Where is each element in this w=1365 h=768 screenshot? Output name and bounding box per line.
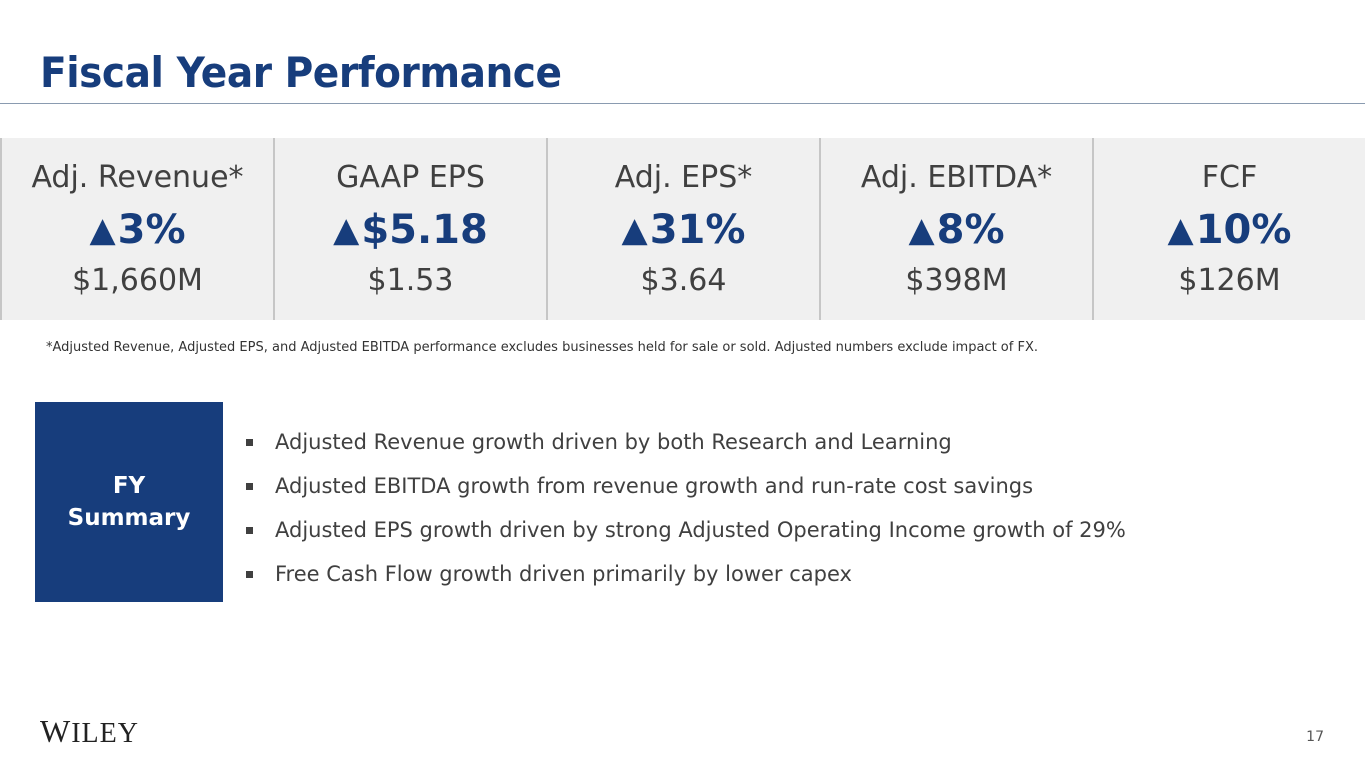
up-arrow-icon: ▲ [908, 210, 935, 250]
square-bullet-icon [246, 482, 253, 490]
metric-adj-eps: Adj. EPS* ▲ 31% $3.64 [548, 138, 821, 320]
up-arrow-icon: ▲ [89, 210, 116, 250]
up-arrow-icon: ▲ [333, 210, 360, 250]
metric-value: $1,660M [72, 263, 203, 298]
metric-adj-revenue: Adj. Revenue* ▲ 3% $1,660M [0, 138, 275, 320]
slide-title: Fiscal Year Performance [40, 48, 562, 97]
metric-fcf: FCF ▲ 10% $126M [1094, 138, 1365, 320]
metric-change: ▲ 8% [908, 207, 1004, 253]
metric-change: ▲ $5.18 [333, 207, 488, 253]
fy-summary-box: FY Summary [35, 402, 223, 602]
metric-change-value: 8% [936, 207, 1005, 253]
bullet-text: Adjusted Revenue growth driven by both R… [275, 430, 952, 454]
list-item: Adjusted EPS growth driven by strong Adj… [244, 508, 1126, 552]
page-number: 17 [1306, 729, 1324, 745]
metric-value: $3.64 [640, 263, 727, 298]
metric-change: ▲ 3% [89, 207, 185, 253]
bullet-text: Adjusted EPS growth driven by strong Adj… [275, 518, 1126, 542]
title-divider [0, 103, 1365, 104]
summary-box-line: FY [112, 473, 146, 499]
metric-adj-ebitda: Adj. EBITDA* ▲ 8% $398M [821, 138, 1094, 320]
metric-value: $398M [905, 263, 1008, 298]
logo-rest: ILEY [71, 718, 139, 749]
list-item: Free Cash Flow growth driven primarily b… [244, 552, 1126, 596]
metric-label: Adj. EPS* [614, 160, 753, 195]
square-bullet-icon [246, 438, 253, 446]
metric-change-value: 31% [649, 207, 746, 253]
metric-change: ▲ 31% [622, 207, 746, 253]
wiley-logo: WILEY [40, 713, 139, 750]
metric-value: $126M [1178, 263, 1281, 298]
bullet-text: Free Cash Flow growth driven primarily b… [275, 562, 852, 586]
list-item: Adjusted EBITDA growth from revenue grow… [244, 464, 1126, 508]
metric-label: Adj. Revenue* [31, 160, 244, 195]
square-bullet-icon [246, 570, 253, 578]
metric-change-value: $5.18 [361, 207, 488, 253]
summary-box-line: Summary [67, 505, 191, 531]
up-arrow-icon: ▲ [1167, 210, 1194, 250]
up-arrow-icon: ▲ [621, 210, 648, 250]
summary-bullet-list: Adjusted Revenue growth driven by both R… [244, 420, 1126, 596]
metric-label: GAAP EPS [336, 160, 485, 195]
metric-change: ▲ 10% [1168, 207, 1292, 253]
bullet-text: Adjusted EBITDA growth from revenue grow… [275, 474, 1034, 498]
metric-label: Adj. EBITDA* [860, 160, 1053, 195]
metrics-panel: Adj. Revenue* ▲ 3% $1,660M GAAP EPS ▲ $5… [0, 138, 1365, 320]
metric-label: FCF [1201, 160, 1258, 195]
metric-gaap-eps: GAAP EPS ▲ $5.18 $1.53 [275, 138, 548, 320]
square-bullet-icon [246, 526, 253, 534]
metric-value: $1.53 [367, 263, 454, 298]
logo-initial: W [40, 713, 72, 749]
metric-change-value: 3% [117, 207, 186, 253]
list-item: Adjusted Revenue growth driven by both R… [244, 420, 1126, 464]
footnote: *Adjusted Revenue, Adjusted EPS, and Adj… [46, 340, 1038, 355]
metric-change-value: 10% [1195, 207, 1292, 253]
